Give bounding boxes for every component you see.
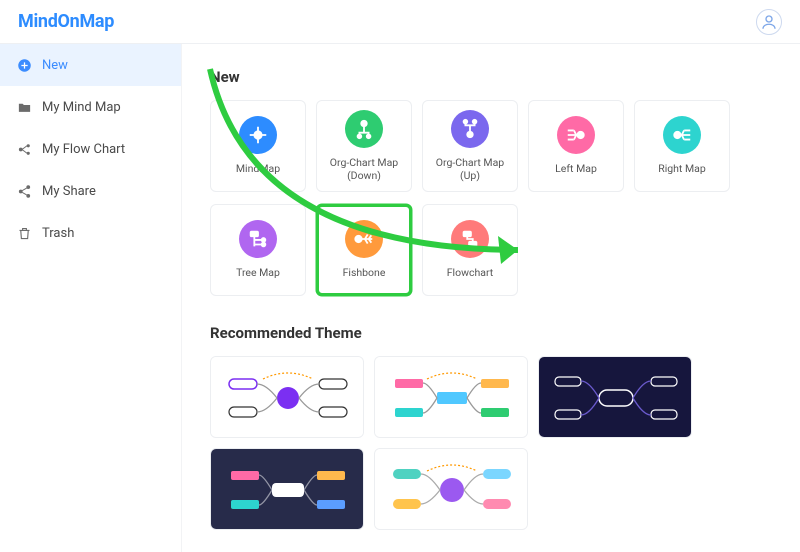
theme-grid [210,356,778,530]
sidebar-item-label: My Share [42,184,96,199]
template-mindmap[interactable]: MindMap [210,100,306,192]
logo-prefix: M [18,11,33,32]
sidebar-item-my-flow-chart[interactable]: My Flow Chart [0,128,181,170]
theme-card-2[interactable] [374,356,528,438]
orgdown-icon [345,110,383,148]
flow-icon [16,141,32,157]
sidebar-item-label: My Flow Chart [42,142,125,157]
template-right-map[interactable]: Right Map [634,100,730,192]
sidebar-item-trash[interactable]: Trash [0,212,181,254]
main-content: New MindMap Org-Chart Map (Down) Org-Cha… [182,44,800,552]
sidebar-item-label: New [42,58,68,73]
themes-section-title: Recommended Theme [210,324,778,342]
template-left-map[interactable]: Left Map [528,100,624,192]
sidebar-item-my-share[interactable]: My Share [0,170,181,212]
plus-circle-icon [16,57,32,73]
template-fishbone[interactable]: Fishbone [316,204,412,296]
orgup-icon [451,110,489,148]
template-label: Org-Chart Map (Down) [317,156,411,182]
sidebar-item-new[interactable]: New [0,44,181,86]
theme-card-3[interactable] [538,356,692,438]
theme-card-4[interactable] [210,448,364,530]
profile-icon[interactable] [756,9,782,35]
template-label: MindMap [230,162,286,175]
template-label: Flowchart [441,266,499,279]
template-label: Tree Map [230,266,286,279]
template-flowchart[interactable]: Flowchart [422,204,518,296]
mindmap-icon [239,116,277,154]
tree-icon [239,220,277,258]
theme-card-5[interactable] [374,448,528,530]
template-label: Right Map [652,162,712,175]
template-org-chart-up[interactable]: Org-Chart Map (Up) [422,100,518,192]
right-icon [663,116,701,154]
flowchart-icon [451,220,489,258]
sidebar: New My Mind Map My Flow Chart My Share T… [0,44,182,552]
left-icon [557,116,595,154]
logo[interactable]: MindOnMap [18,11,114,32]
theme-card-1[interactable] [210,356,364,438]
sidebar-item-label: Trash [42,226,74,241]
template-label: Org-Chart Map (Up) [423,156,517,182]
fishbone-icon [345,220,383,258]
template-org-chart-down[interactable]: Org-Chart Map (Down) [316,100,412,192]
sidebar-item-label: My Mind Map [42,100,121,115]
logo-rest: indOnMap [33,11,114,32]
new-section-title: New [210,68,778,86]
template-label: Left Map [549,162,603,175]
template-label: Fishbone [337,266,392,279]
folder-icon [16,99,32,115]
trash-icon [16,225,32,241]
share-icon [16,183,32,199]
template-tree-map[interactable]: Tree Map [210,204,306,296]
sidebar-item-my-mind-map[interactable]: My Mind Map [0,86,181,128]
topbar: MindOnMap [0,0,800,44]
template-grid: MindMap Org-Chart Map (Down) Org-Chart M… [210,100,778,296]
